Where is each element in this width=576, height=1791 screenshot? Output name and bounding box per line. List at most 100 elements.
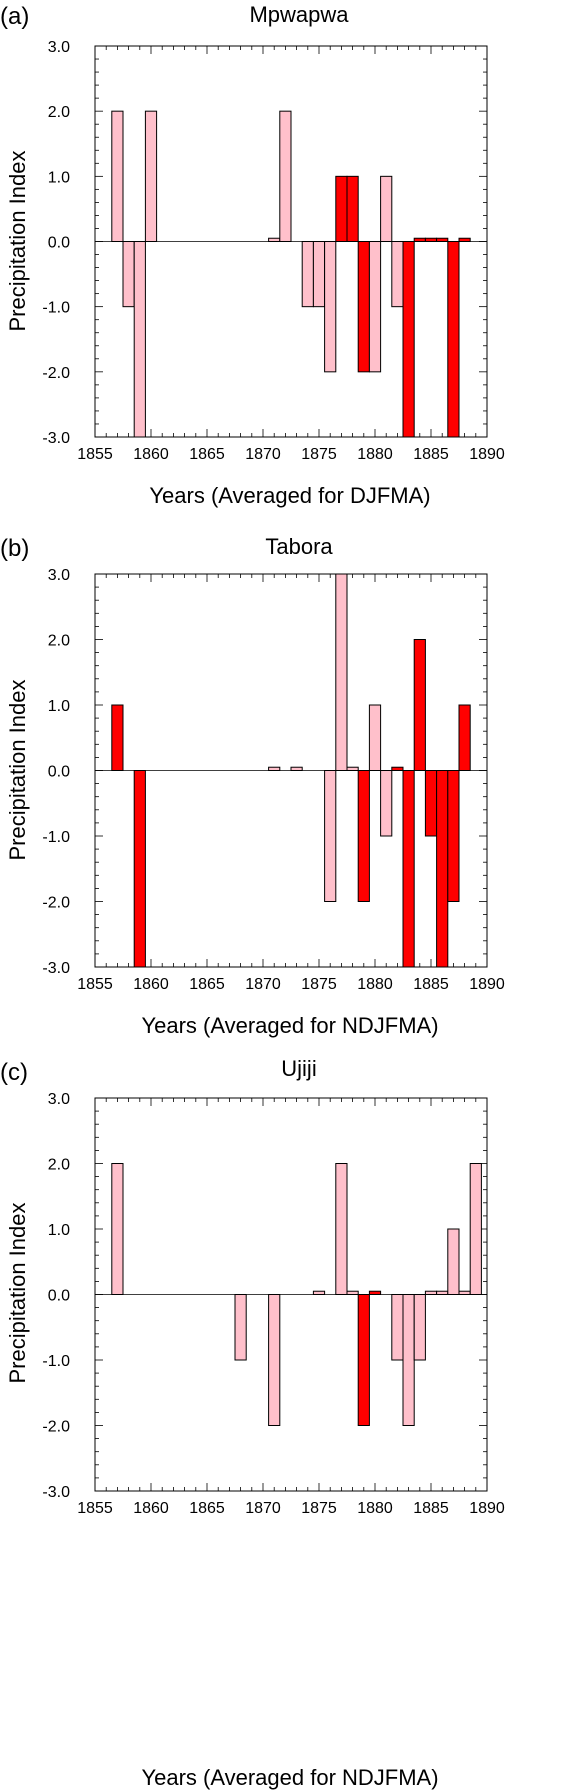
bar	[290, 766, 303, 771]
panel-ujiji: (c) Ujiji Precipitation Index Years (Ave…	[0, 1056, 505, 1790]
bar	[368, 1290, 382, 1295]
bar	[346, 766, 359, 771]
x-tick-label: 1855	[77, 446, 113, 463]
bar	[458, 237, 471, 243]
y-tick-label: -2.0	[42, 365, 70, 382]
bar	[268, 1294, 281, 1426]
bar	[357, 241, 370, 373]
bar	[447, 241, 460, 438]
x-tick-label: 1880	[357, 976, 393, 993]
y-tick-label: 3.0	[48, 567, 70, 584]
bar	[357, 1294, 370, 1426]
bar	[357, 770, 370, 902]
axis-ticks	[94, 1097, 488, 1492]
x-tick-label: 1885	[413, 446, 449, 463]
tick-labels: 1855 1860 1865 1870 1875 1880 1885 1890 -3.0 -2.0…	[42, 1091, 504, 1517]
x-tick-label: 1865	[189, 446, 225, 463]
panel-tabora: (b) Tabora Precipitation Index Years (Av…	[0, 534, 505, 1038]
x-tick-label: 1885	[413, 976, 449, 993]
bar	[335, 175, 348, 242]
x-tick-label: 1880	[357, 1500, 393, 1517]
x-tick-label: 1860	[133, 446, 169, 463]
bar	[413, 237, 426, 243]
x-tick-label: 1855	[77, 1500, 113, 1517]
bar	[368, 704, 382, 771]
bar	[279, 110, 292, 242]
bar	[335, 1163, 348, 1295]
bars	[111, 1163, 482, 1426]
bar	[324, 770, 337, 902]
x-tick-label: 1870	[245, 1500, 281, 1517]
tick-labels: 1855 1860 1865 1870 1875 1880 1885 1890 -3.0 -2.0…	[42, 39, 504, 463]
bar	[436, 770, 449, 968]
bar	[413, 639, 426, 771]
y-tick-label: 1.0	[48, 169, 70, 186]
bar	[312, 241, 326, 308]
y-tick-label: 1.0	[48, 698, 70, 715]
x-tick-label: 1875	[301, 1500, 337, 1517]
y-tick-label: 2.0	[48, 1157, 70, 1174]
panel-label: (a)	[0, 3, 29, 30]
y-tick-label: 2.0	[48, 104, 70, 121]
bar	[402, 241, 415, 438]
panel-label: (b)	[0, 535, 29, 562]
bar	[436, 237, 449, 243]
y-tick-label: -1.0	[42, 300, 70, 317]
plot-frame	[94, 573, 488, 968]
bar	[436, 1290, 449, 1295]
x-tick-label: 1890	[469, 446, 505, 463]
y-tick-label: 0.0	[48, 1288, 70, 1305]
plot-frame	[94, 1097, 488, 1492]
y-tick-label: -2.0	[42, 1419, 70, 1436]
y-tick-label: -3.0	[42, 430, 70, 447]
bar	[133, 770, 146, 968]
x-tick-label: 1890	[469, 976, 505, 993]
y-axis-label: Precipitation Index	[5, 1203, 30, 1384]
x-tick-label: 1875	[301, 976, 337, 993]
bar	[301, 241, 314, 308]
y-tick-label: 3.0	[48, 39, 70, 56]
y-tick-label: 3.0	[48, 1091, 70, 1108]
bar	[391, 766, 404, 771]
bar	[424, 1290, 438, 1295]
bar	[346, 175, 359, 242]
x-tick-label: 1860	[133, 1500, 169, 1517]
bar	[144, 110, 158, 242]
x-axis-label: Years (Averaged for NDJFMA)	[141, 1013, 438, 1038]
x-tick-label: 1870	[245, 976, 281, 993]
bar	[133, 241, 146, 438]
bar	[234, 1294, 247, 1361]
bar	[111, 110, 124, 242]
y-tick-label: 1.0	[48, 1222, 70, 1239]
bar	[391, 1294, 404, 1361]
x-tick-label: 1865	[189, 1500, 225, 1517]
bar	[268, 766, 281, 771]
panel-label: (c)	[0, 1059, 28, 1086]
bar	[413, 1294, 426, 1361]
x-tick-label: 1855	[77, 976, 113, 993]
y-axis-label: Precipitation Index	[5, 151, 30, 332]
x-tick-label: 1865	[189, 976, 225, 993]
chart-title: Tabora	[265, 534, 333, 559]
plot-frame	[94, 45, 488, 438]
x-tick-label: 1880	[357, 446, 393, 463]
x-tick-label: 1870	[245, 446, 281, 463]
y-tick-label: -1.0	[42, 1353, 70, 1370]
y-tick-label: 2.0	[48, 633, 70, 650]
bar	[380, 770, 393, 837]
bar	[402, 1294, 415, 1426]
bar	[380, 175, 393, 242]
bar	[312, 1290, 326, 1295]
chart-title: Mpwapwa	[249, 2, 349, 27]
y-tick-label: -3.0	[42, 960, 70, 977]
chart-title: Ujiji	[281, 1056, 316, 1081]
y-tick-label: -3.0	[42, 1484, 70, 1501]
bar	[458, 704, 471, 771]
bar	[111, 704, 124, 771]
y-tick-label: -1.0	[42, 829, 70, 846]
bar	[447, 770, 460, 902]
x-axis-label: Years (Averaged for DJFMA)	[149, 483, 430, 508]
bar	[402, 770, 415, 968]
bar	[424, 237, 438, 243]
bar	[111, 1163, 124, 1295]
